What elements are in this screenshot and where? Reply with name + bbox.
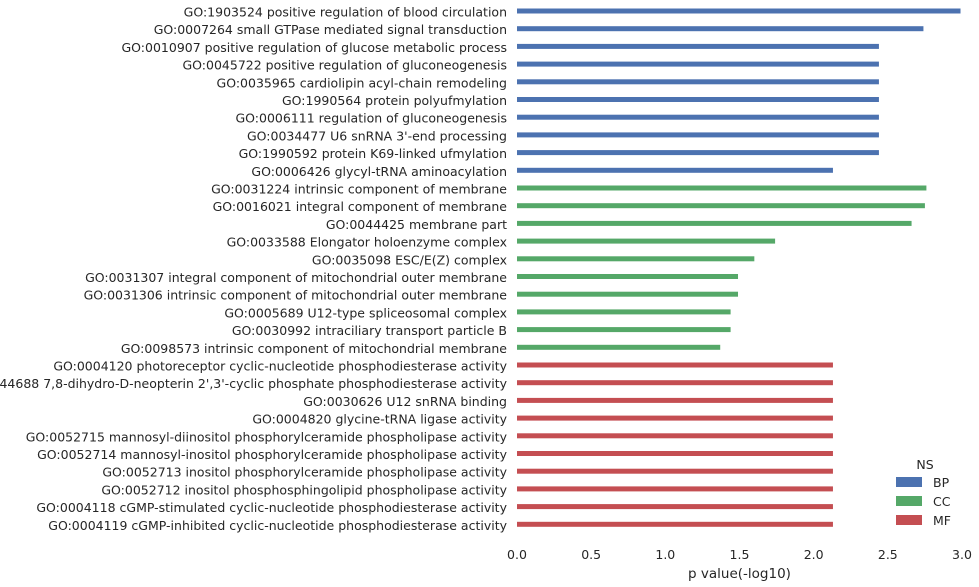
bar-mf — [517, 433, 833, 439]
bar-cc — [517, 256, 755, 262]
category-label: GO:0031307 integral component of mitocho… — [85, 270, 507, 285]
bar-bp — [517, 167, 833, 173]
category-label: GO:0052714 mannosyl-inositol phosphorylc… — [37, 447, 507, 462]
bar-mf — [517, 380, 833, 386]
bar-mf — [517, 468, 833, 474]
category-label: GO:0004820 glycine-tRNA ligase activity — [252, 412, 507, 427]
bar-mf — [517, 486, 833, 492]
category-label: GO:0004120 photoreceptor cyclic-nucleoti… — [53, 359, 507, 374]
category-label: GO:0007264 small GTPase mediated signal … — [154, 22, 507, 37]
category-label: GO:0004119 cGMP-inhibited cyclic-nucleot… — [48, 518, 507, 533]
bar-mf — [517, 415, 833, 421]
x-tick-label: 0.0 — [507, 547, 527, 562]
x-tick-label: 3.0 — [952, 547, 972, 562]
bar-cc — [517, 238, 776, 244]
legend-label-mf: MF — [933, 513, 951, 528]
category-label: GO:0045722 positive regulation of glucon… — [183, 58, 508, 73]
x-tick-label: 1.5 — [730, 547, 750, 562]
category-label: GO:0033588 Elongator holoenzyme complex — [227, 235, 507, 250]
legend-title: NS — [916, 457, 933, 472]
bar-cc — [517, 309, 731, 315]
category-label: GO:0044688 7,8-dihydro-D-neopterin 2',3'… — [0, 376, 508, 391]
category-label: GO:0034477 U6 snRNA 3'-end processing — [247, 128, 507, 143]
category-label: GO:1903524 positive regulation of blood … — [184, 5, 507, 20]
category-label: GO:0030626 U12 snRNA binding — [303, 394, 507, 409]
legend-swatch-cc — [896, 496, 922, 506]
category-label: GO:0052712 inositol phosphosphingolipid … — [101, 482, 507, 497]
bar-cc — [517, 185, 927, 191]
category-label: GO:1990564 protein polyufmylation — [282, 93, 507, 108]
category-label: GO:0005689 U12-type spliceosomal complex — [224, 305, 507, 320]
bar-bp — [517, 8, 961, 14]
category-label: GO:1990592 protein K69-linked ufmylation — [239, 146, 507, 161]
category-labels: GO:1903524 positive regulation of blood … — [0, 5, 508, 533]
bar-bp — [517, 150, 879, 156]
category-label: GO:0004118 cGMP-stimulated cyclic-nucleo… — [36, 500, 507, 515]
x-tick-label: 2.5 — [878, 547, 898, 562]
bar-bp — [517, 97, 879, 102]
x-tick-label: 0.5 — [581, 547, 601, 562]
x-tick-label: 1.0 — [655, 547, 675, 562]
bar-mf — [517, 521, 833, 527]
legend-label-bp: BP — [933, 475, 950, 490]
bar-mf — [517, 397, 833, 403]
bars-layer — [517, 8, 961, 527]
bar-cc — [517, 203, 925, 209]
bar-bp — [517, 26, 924, 32]
bar-mf — [517, 504, 833, 510]
category-label: GO:0030992 intraciliary transport partic… — [232, 323, 507, 338]
category-label: GO:0035965 cardiolipin acyl-chain remode… — [217, 75, 507, 90]
bar-bp — [517, 114, 879, 120]
category-label: GO:0006111 regulation of gluconeogenesis — [236, 111, 508, 126]
bar-cc — [517, 327, 731, 333]
bar-cc — [517, 291, 739, 297]
bar-mf — [517, 451, 833, 456]
category-label: GO:0006426 glycyl-tRNA aminoacylation — [251, 164, 507, 179]
category-label: GO:0035098 ESC/E(Z) complex — [312, 252, 507, 267]
legend-label-cc: CC — [933, 494, 951, 509]
x-axis-label: p value(-log10) — [688, 566, 791, 582]
x-axis: 0.0 0.5 1.0 1.5 2.0 2.5 3.0 — [507, 547, 972, 562]
category-label: GO:0044425 membrane part — [326, 217, 507, 232]
bar-cc — [517, 344, 721, 350]
category-label: GO:0031306 intrinsic component of mitoch… — [84, 288, 508, 303]
category-label: GO:0010907 positive regulation of glucos… — [121, 40, 507, 55]
x-tick-label: 2.0 — [804, 547, 824, 562]
bar-cc — [517, 274, 739, 279]
category-label: GO:0098573 intrinsic component of mitoch… — [121, 341, 507, 356]
category-label: GO:0052713 inositol phosphorylceramide p… — [102, 465, 507, 480]
bar-bp — [517, 61, 879, 67]
bar-bp — [517, 132, 879, 138]
bar-bp — [517, 79, 879, 85]
bar-mf — [517, 362, 833, 368]
category-label: GO:0031224 intrinsic component of membra… — [211, 182, 507, 197]
bar-bp — [517, 43, 879, 49]
category-label: GO:0016021 integral component of membran… — [213, 199, 508, 214]
legend-swatch-mf — [896, 515, 922, 525]
bar-cc — [517, 220, 912, 226]
category-label: GO:0052715 mannosyl-diinositol phosphory… — [26, 429, 508, 444]
legend-swatch-bp — [896, 477, 922, 487]
legend: NS BP CC MF — [896, 457, 951, 528]
